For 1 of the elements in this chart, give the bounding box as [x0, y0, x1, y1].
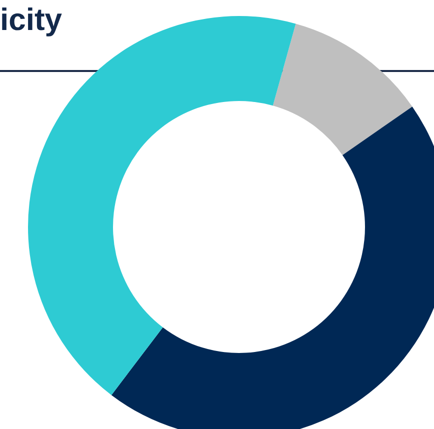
- chart-title: icity: [0, 2, 62, 38]
